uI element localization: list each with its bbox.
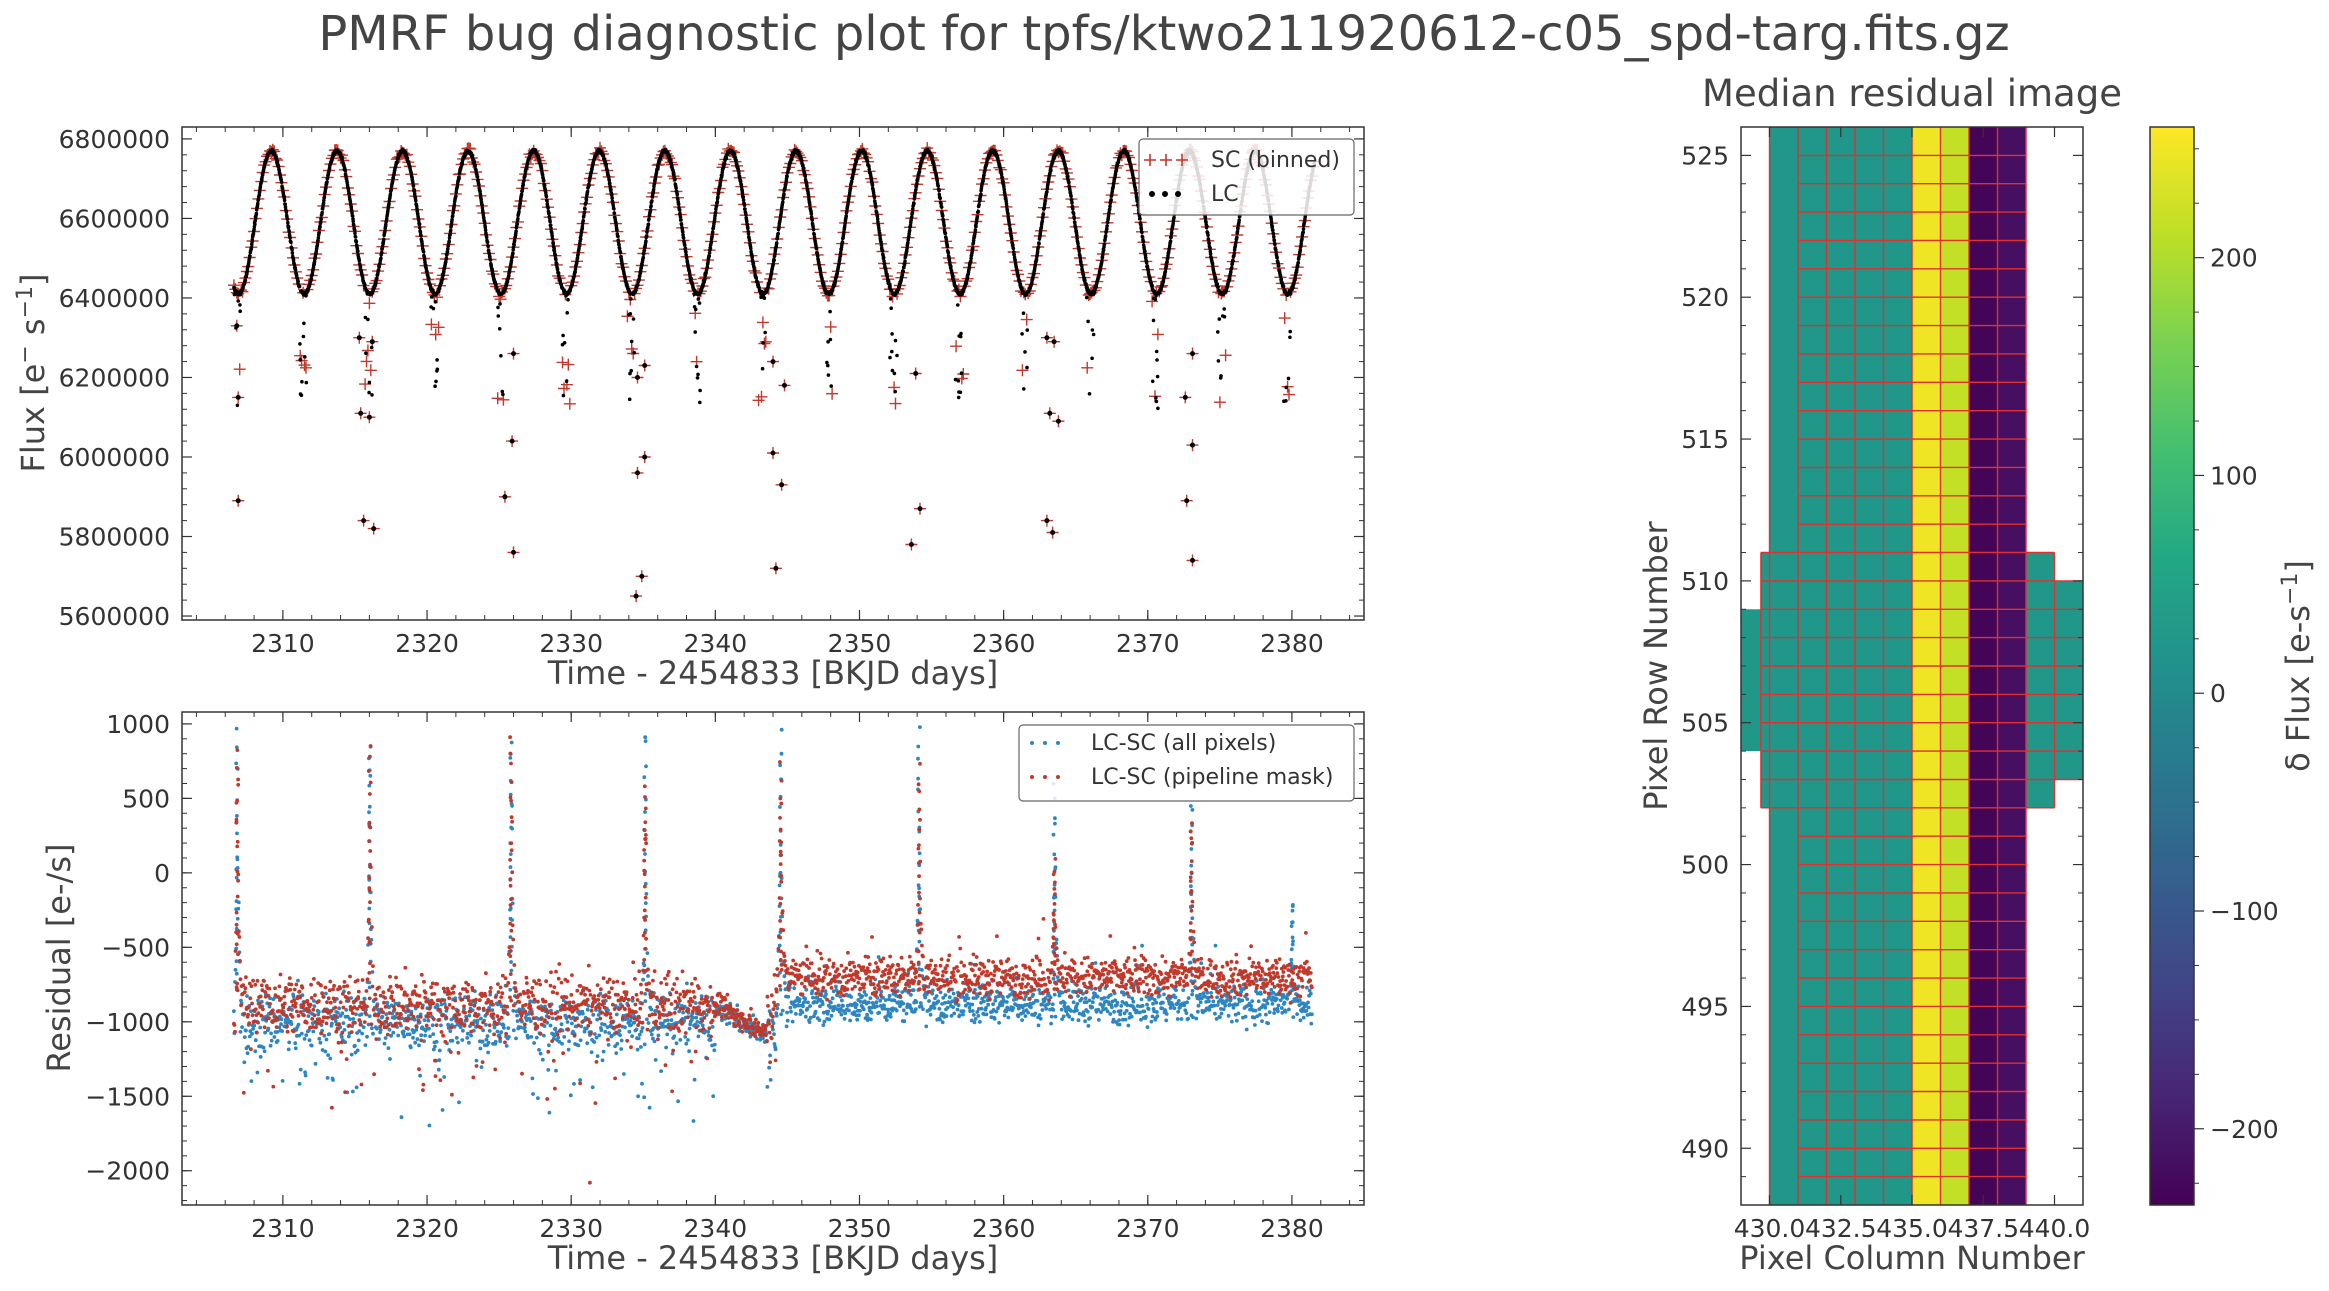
flux-ytick-label: 6200000 (59, 363, 170, 392)
image-ytick-label: 525 (1681, 141, 1729, 170)
legend-sc-plus (1160, 154, 1172, 166)
image-ylabel: Pixel Row Number (1637, 520, 1675, 810)
legend-marker-pipeline-mask (1030, 775, 1060, 779)
colorbar-tick-label: 200 (2210, 244, 2258, 273)
flux-panel: 2310 2320 2330 2340 2350 2360 2370 2380 5600000 5… (13, 125, 1365, 692)
residual-ytick-label: −1000 (85, 1008, 170, 1037)
image-ytick-label: 510 (1681, 567, 1729, 596)
residual-xtick-label: 2380 (1260, 1214, 1324, 1243)
image-ytick-label: 520 (1681, 283, 1729, 312)
colorbar-ticks: −200 −100 0 100 200 (2194, 148, 2279, 1184)
flux-xtick-label: 2320 (395, 629, 459, 658)
residual-ytick-label: 1000 (106, 710, 170, 739)
mask-region-3 (2026, 552, 2055, 808)
residual-xtick-label: 2320 (395, 1214, 459, 1243)
image-xtick-label: 435.0 (1876, 1214, 1948, 1243)
legend-sc-plus (1176, 154, 1188, 166)
image-title: Median residual image (1702, 72, 2122, 115)
flux-xtick-label: 2360 (972, 629, 1036, 658)
residual-image-panel: Median residual image 490 495 500 505 510 515… (1637, 72, 2122, 1277)
residual-ytick-label: 0 (154, 859, 170, 888)
residual-ytick-label: −1500 (85, 1082, 170, 1111)
residual-legend-box (1018, 724, 1355, 802)
flux-ytick-label: 6000000 (59, 443, 170, 472)
image-xtick-label: 430.0 (1734, 1214, 1806, 1243)
image-xtick-label: 440.0 (2019, 1214, 2091, 1243)
flux-ticks: 2310 2320 2330 2340 2350 2360 2370 2380 5600000 5… (59, 125, 1364, 658)
residual-ylabel: Residual [e-/s] (40, 844, 78, 1073)
image-xtick-label: 437.5 (1947, 1214, 2019, 1243)
residual-xtick-label: 2370 (1116, 1214, 1180, 1243)
legend-label-pipeline-mask: LC-SC (pipeline mask) (1091, 765, 1333, 790)
flux-xtick-label: 2350 (828, 629, 892, 658)
legend-label-sc: SC (binned) (1211, 148, 1340, 173)
flux-ytick-label: 6600000 (59, 204, 170, 233)
legend-sc-plus (1144, 154, 1156, 166)
residual-legend: LC-SC (all pixels) LC-SC (pipeline mask) (1018, 724, 1355, 802)
image-ytick-label: 505 (1681, 709, 1729, 738)
image-ytick-label: 515 (1681, 425, 1729, 454)
residual-ticks: 2310 2320 2330 2340 2350 2360 2370 2380 −2000 −15… (85, 710, 1364, 1243)
series-all-pixels-markers (232, 725, 1314, 1128)
residual-xtick-label: 2330 (539, 1214, 603, 1243)
legend-label-all-pixels: LC-SC (all pixels) (1091, 731, 1276, 756)
pipeline-mask-grid (1760, 127, 2083, 1205)
flux-legend: SC (binned) LC (1138, 138, 1355, 216)
flux-xtick-label: 2370 (1116, 629, 1180, 658)
colorbar-tick-label: 100 (2210, 461, 2258, 490)
residual-xtick-label: 2350 (828, 1214, 892, 1243)
mask-region-2 (1760, 552, 1770, 808)
colorbar-gradient (2149, 126, 2195, 1206)
flux-ytick-label: 5600000 (59, 602, 170, 631)
residual-panel: 2310 2320 2330 2340 2350 2360 2370 2380 −2000 −15… (40, 710, 1365, 1277)
flux-xtick-label: 2380 (1260, 629, 1324, 658)
residual-xtick-label: 2340 (684, 1214, 748, 1243)
colorbar-tick-label: 0 (2210, 679, 2226, 708)
residual-xtick-label: 2310 (251, 1214, 315, 1243)
flux-ytick-label: 5800000 (59, 523, 170, 552)
figure-suptitle: PMRF bug diagnostic plot for tpfs/ktwo21… (318, 6, 2009, 62)
legend-marker-all-pixels (1030, 741, 1060, 745)
residual-ytick-label: −2000 (85, 1157, 170, 1186)
flux-xtick-label: 2330 (539, 629, 603, 658)
colorbar-tick-label: −100 (2210, 897, 2279, 926)
flux-ytick-label: 6400000 (59, 284, 170, 313)
image-ytick-label: 495 (1681, 992, 1729, 1021)
flux-legend-box (1138, 138, 1355, 216)
flux-xtick-label: 2310 (251, 629, 315, 658)
residual-data-layer (232, 725, 1314, 1185)
image-ytick-label: 500 (1681, 851, 1729, 880)
residual-xlabel: Time - 2454833 [BKJD days] (547, 1239, 999, 1277)
image-data-layer (1741, 127, 2083, 1205)
residual-xtick-label: 2360 (972, 1214, 1036, 1243)
colorbar-tick-label: −200 (2210, 1115, 2279, 1144)
legend-marker-lc (1149, 191, 1181, 197)
legend-marker-sc (1144, 154, 1188, 166)
image-xlabel: Pixel Column Number (1739, 1239, 2085, 1277)
flux-xtick-label: 2340 (684, 629, 748, 658)
residual-ytick-label: −500 (101, 933, 170, 962)
image-ytick-label: 490 (1681, 1134, 1729, 1163)
residual-ytick-label: 500 (122, 784, 170, 813)
series-all-pixels (232, 725, 1314, 1128)
image-xtick-label: 432.5 (1805, 1214, 1877, 1243)
mask-region-4 (2054, 580, 2083, 780)
legend-label-lc: LC (1211, 182, 1239, 207)
flux-xlabel: Time - 2454833 [BKJD days] (547, 654, 999, 692)
flux-ytick-label: 6800000 (59, 125, 170, 154)
